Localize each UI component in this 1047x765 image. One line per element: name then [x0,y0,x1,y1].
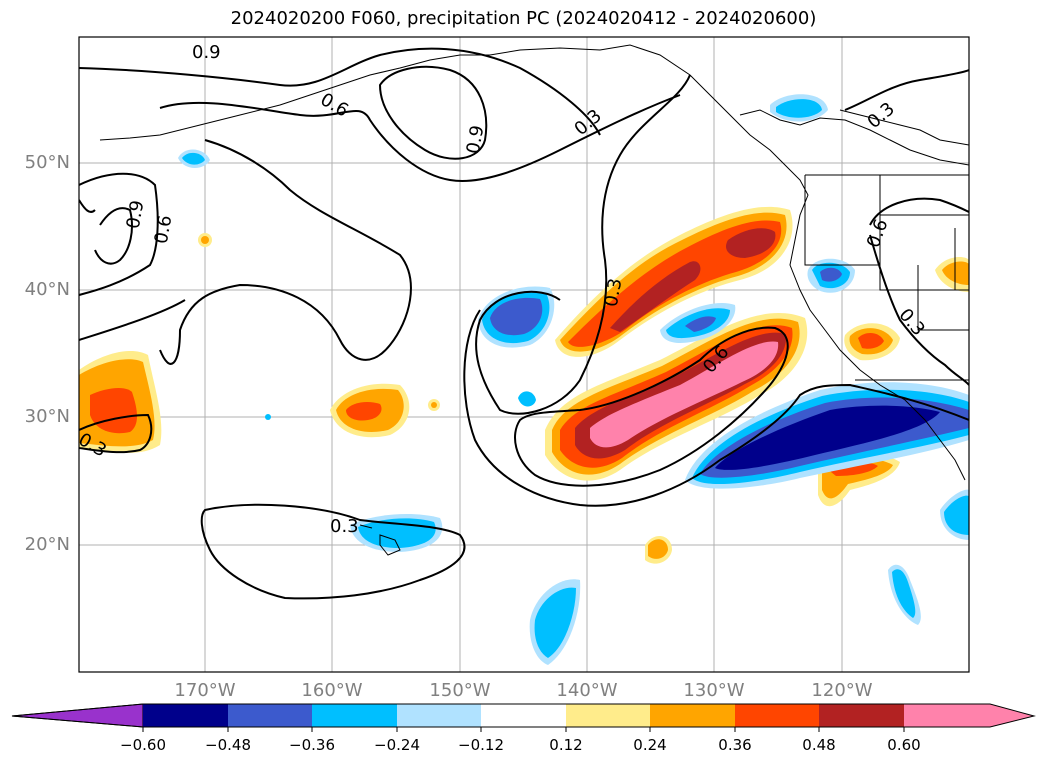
lon-tick-label: 170°W [174,680,236,701]
colorbar-tick-label: −0.36 [289,736,335,754]
colorbar-tick-label: 0.12 [549,736,583,754]
colorbar-bin [481,704,566,727]
neg-north-east-cyan [776,99,822,118]
colorbar-bin [312,704,397,727]
colorbar-extend-low [11,703,144,728]
colorbar-tick-label: 0.60 [887,736,921,754]
neg-small-140w [518,391,536,407]
colorbar-bin [735,704,819,727]
neg-se-small-cyan [892,569,916,618]
colorbar-bin [228,704,312,727]
map-frame [78,36,970,673]
lat-tick-label: 20°N [24,534,70,555]
neg-nevada-blue [820,267,842,282]
neg-blob-mid-blue [685,316,716,332]
colorbar-tick-label: 0.48 [802,736,836,754]
neg-north-west-cyan [182,152,205,165]
contour-label: 0.6 [151,214,177,246]
lon-tick-label: 140°W [556,680,618,701]
colorbar-bin [566,704,650,727]
coastlines [99,44,969,556]
colorbar-tick-label: 0.24 [633,736,667,754]
contour-label: 0.9 [463,124,489,156]
colorbar-tick-label: −0.48 [205,736,251,754]
mid-positive-red [346,402,382,421]
neg-south-cyan [534,587,576,658]
positive-band-pink [590,341,779,448]
ca-positive-red [858,332,884,349]
small-positive-south-orange [648,539,668,559]
map-title: 2024020200 F060, precipitation PC (20240… [230,8,817,29]
lat-tick-label: 30°N [24,406,70,427]
colorbar-bin [143,704,228,727]
colorbar [11,703,1036,732]
colorbar-bin [819,704,904,727]
lon-tick-label: 120°W [811,680,873,701]
contour-lines [79,47,969,600]
contour-label: 0.3 [601,277,627,309]
colorbar-bin [650,704,735,727]
upper-positive-darkred-2 [725,228,776,258]
colorbar-extend-high [904,704,1034,727]
lat-tick-label: 40°N [24,279,70,300]
contour-label: 0.9 [192,42,221,63]
lon-tick-label: 130°W [683,680,745,701]
shaded-field [79,94,969,665]
contour-label: 0.3 [330,516,359,537]
colorbar-tick-label: −0.60 [120,736,166,754]
neg-blob-140w-blue [490,297,543,336]
colorbar-bin [397,704,481,727]
lat-tick-label: 50°N [24,152,70,173]
upper-positive-darkred [610,261,701,332]
colorbar-tick-label: 0.36 [718,736,752,754]
lon-tick-label: 150°W [429,680,491,701]
map-background [79,37,969,672]
lon-tick-label: 160°W [301,680,363,701]
colorbar-tick-label: −0.24 [374,736,420,754]
contour-label: 0.9 [123,199,149,231]
negative-band-navy [715,405,940,470]
colorbar-tick-label: −0.12 [458,736,504,754]
neg-se-edge-cyan [944,495,969,535]
